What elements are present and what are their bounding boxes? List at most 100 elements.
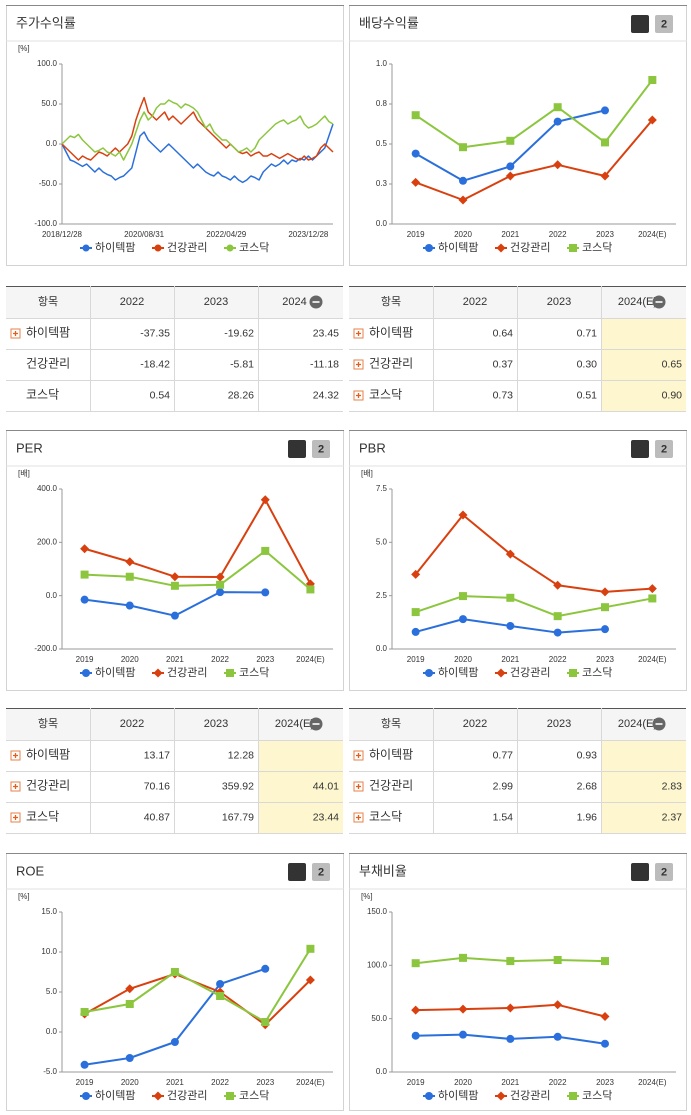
legend-marker [425,244,433,252]
x-tick-label: 2021 [166,655,184,664]
table-cell: 2.37 [662,811,683,823]
page-button-label[interactable]: 1 [637,866,643,878]
data-point [125,984,135,994]
data-point [506,621,515,630]
x-tick-label: 2018/12/28 [42,230,83,239]
data-point [458,1004,468,1014]
data-point [215,572,225,582]
panel [6,430,344,691]
legend-marker [569,669,577,677]
data-point [170,581,179,590]
page-button[interactable] [631,15,649,33]
data-point [459,1030,467,1039]
panel [349,853,687,1111]
x-tick-label: 2020 [121,1078,139,1087]
x-tick-label: 2019 [407,1078,425,1087]
data-point [553,612,562,621]
page-button-label[interactable]: 1 [294,443,300,455]
page-button[interactable] [312,863,330,881]
page-button-label[interactable]: 2 [661,866,667,878]
page-button[interactable] [631,863,649,881]
x-tick-label: 2024(E) [296,1078,325,1087]
highlight-cell [601,802,686,833]
page-button[interactable] [655,440,673,458]
table-cell: 40.87 [144,811,170,823]
page-button-label[interactable]: 2 [318,443,324,455]
page-button-label[interactable]: 1 [637,443,643,455]
x-tick-label: 2024(E) [638,230,667,239]
legend-marker [226,244,234,252]
data-point [506,136,515,145]
data-point [648,594,657,603]
data-point [261,1018,270,1026]
y-tick-label: -200.0 [34,644,57,653]
y-tick-label: 0.0 [46,1027,58,1036]
x-tick-label: 2022 [549,230,567,239]
row-label: 하이텍팜 [26,748,70,762]
data-point [601,106,609,115]
page-button-label[interactable]: 2 [661,443,667,455]
table-header: 2024(E) [618,296,657,308]
table-cell: 0.37 [493,358,514,370]
data-point [125,572,134,581]
page-button[interactable] [655,15,673,33]
highlight-cell [601,380,686,411]
page-button-label[interactable]: 1 [637,18,643,30]
series-line [84,498,312,585]
unit-label: [%] [361,892,373,901]
x-tick-label: 2022 [211,1078,229,1087]
data-point [553,1032,562,1041]
data-point [600,1012,610,1022]
series-line [415,119,654,201]
table-cell: 0.90 [662,389,683,401]
legend-marker [82,244,90,252]
y-tick-label: 400.0 [37,484,58,493]
table-cell: -19.62 [224,327,254,339]
legend-marker [425,1092,433,1100]
table-header: 항목 [381,295,401,308]
table-cell: 13.17 [144,749,170,761]
page-button[interactable] [288,863,306,881]
data-point [459,176,467,185]
table-cell: 0.54 [150,389,171,401]
x-tick-label: 2019 [407,655,425,664]
series-line [61,123,334,184]
y-tick-label: 0.0 [46,139,58,148]
data-point [647,584,657,594]
table-header: 2023 [547,718,571,730]
legend-marker [153,668,163,678]
page-button[interactable] [288,440,306,458]
table-cell: 359.92 [222,780,254,792]
legend-label: 하이텍팜 [438,665,478,679]
x-tick-label: 2022/04/29 [206,230,247,239]
data-point [80,544,90,554]
data-point [306,585,315,594]
page-button[interactable] [631,440,649,458]
page-button-label[interactable]: 1 [294,866,300,878]
page-button-label[interactable]: 2 [661,18,667,30]
data-point [553,580,563,590]
page-button[interactable] [312,440,330,458]
table-cell: 0.71 [577,327,598,339]
table-header: 2022 [120,296,144,308]
page-button-label[interactable]: 2 [318,866,324,878]
y-tick-label: 0.5 [376,139,388,148]
x-tick-label: 2020 [454,655,472,664]
legend-label: 코스닥 [239,666,269,679]
data-point [505,171,515,181]
data-point [553,160,563,170]
y-tick-label: 0.0 [46,591,58,600]
table-cell: 0.65 [662,358,683,370]
expand-icon-plus [13,815,18,820]
unit-label: [%] [18,44,30,53]
data-point [125,557,135,567]
table-cell: 23.44 [313,811,339,823]
x-tick-label: 2022 [549,655,567,664]
panel-title: ROE [16,863,45,878]
x-tick-label: 2024(E) [296,655,325,664]
x-tick-label: 2020 [454,1078,472,1087]
page-button[interactable] [655,863,673,881]
y-tick-label: 7.5 [376,484,388,493]
data-point [553,1000,563,1010]
